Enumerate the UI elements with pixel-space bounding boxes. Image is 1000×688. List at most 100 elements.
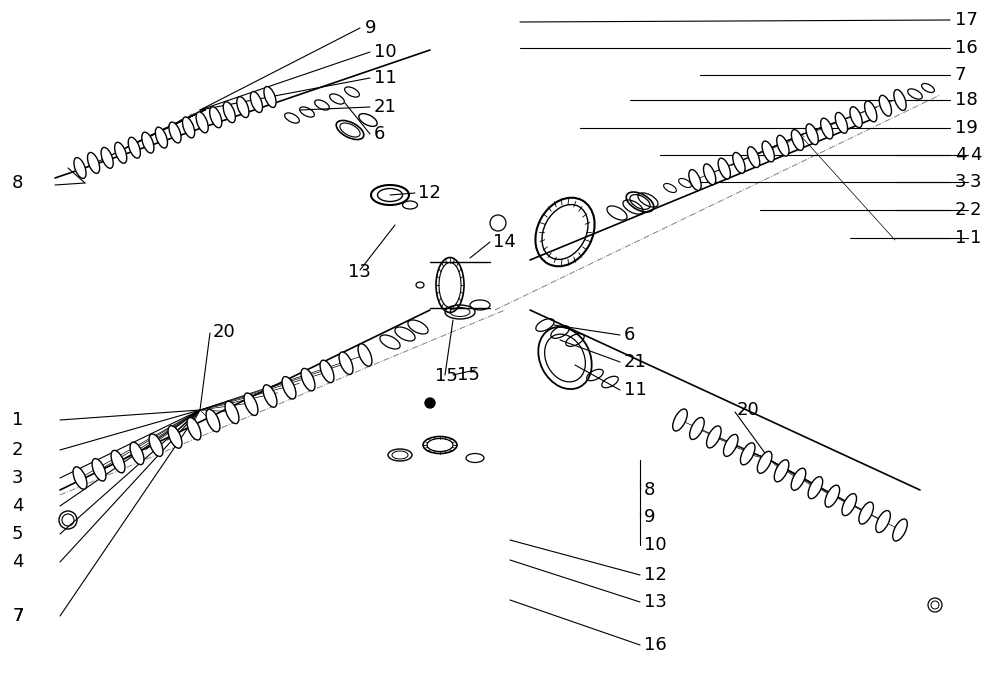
Ellipse shape bbox=[821, 118, 833, 139]
Ellipse shape bbox=[130, 442, 144, 464]
Ellipse shape bbox=[733, 153, 745, 173]
Text: 4: 4 bbox=[12, 553, 24, 571]
Text: 20: 20 bbox=[737, 401, 760, 419]
Ellipse shape bbox=[169, 122, 181, 143]
Text: 6: 6 bbox=[374, 125, 385, 143]
Text: 4: 4 bbox=[970, 146, 982, 164]
Ellipse shape bbox=[850, 107, 862, 127]
Text: 3: 3 bbox=[12, 469, 24, 487]
Ellipse shape bbox=[196, 112, 208, 133]
Text: 9: 9 bbox=[365, 19, 377, 37]
Ellipse shape bbox=[282, 376, 296, 399]
Text: 2: 2 bbox=[12, 441, 24, 459]
Text: 1: 1 bbox=[12, 411, 23, 429]
Ellipse shape bbox=[250, 92, 262, 113]
Text: 18: 18 bbox=[955, 91, 978, 109]
Ellipse shape bbox=[149, 434, 163, 456]
Ellipse shape bbox=[339, 352, 353, 374]
Ellipse shape bbox=[155, 127, 167, 148]
Ellipse shape bbox=[74, 158, 86, 178]
Text: 5: 5 bbox=[12, 525, 24, 543]
Text: 3: 3 bbox=[955, 173, 966, 191]
Ellipse shape bbox=[791, 129, 804, 151]
Ellipse shape bbox=[806, 124, 818, 144]
Ellipse shape bbox=[187, 418, 201, 440]
Text: 1: 1 bbox=[955, 229, 966, 247]
Ellipse shape bbox=[808, 477, 823, 499]
Ellipse shape bbox=[865, 101, 877, 122]
Text: 11: 11 bbox=[374, 69, 397, 87]
Text: 19: 19 bbox=[955, 119, 978, 137]
Text: 16: 16 bbox=[644, 636, 667, 654]
Ellipse shape bbox=[740, 443, 755, 465]
Ellipse shape bbox=[777, 136, 789, 156]
Text: 7: 7 bbox=[12, 607, 24, 625]
Ellipse shape bbox=[264, 87, 276, 107]
Ellipse shape bbox=[718, 158, 730, 179]
Ellipse shape bbox=[88, 153, 100, 173]
Text: 21: 21 bbox=[374, 98, 397, 116]
Text: 14: 14 bbox=[493, 233, 516, 251]
Ellipse shape bbox=[747, 147, 760, 168]
Ellipse shape bbox=[263, 385, 277, 407]
Text: 12: 12 bbox=[644, 566, 667, 584]
Ellipse shape bbox=[223, 102, 235, 122]
Ellipse shape bbox=[237, 97, 249, 118]
Ellipse shape bbox=[358, 344, 372, 366]
Ellipse shape bbox=[183, 117, 195, 138]
Ellipse shape bbox=[690, 418, 704, 440]
Text: 3: 3 bbox=[970, 173, 982, 191]
Ellipse shape bbox=[757, 451, 772, 473]
Text: 15: 15 bbox=[457, 366, 480, 384]
Ellipse shape bbox=[115, 142, 127, 163]
Text: 7: 7 bbox=[955, 66, 966, 84]
Text: 13: 13 bbox=[348, 263, 371, 281]
Ellipse shape bbox=[689, 170, 701, 191]
Ellipse shape bbox=[168, 426, 182, 448]
Text: 17: 17 bbox=[955, 11, 978, 29]
Ellipse shape bbox=[835, 112, 848, 133]
Text: 12: 12 bbox=[418, 184, 441, 202]
Ellipse shape bbox=[707, 426, 721, 448]
Text: 4: 4 bbox=[955, 146, 966, 164]
Ellipse shape bbox=[893, 519, 907, 541]
Text: 8: 8 bbox=[644, 481, 655, 499]
Text: 11: 11 bbox=[624, 381, 647, 399]
Ellipse shape bbox=[142, 132, 154, 153]
Ellipse shape bbox=[111, 451, 125, 473]
Text: 2: 2 bbox=[955, 201, 966, 219]
Text: 10: 10 bbox=[644, 536, 667, 554]
Ellipse shape bbox=[859, 502, 873, 524]
Ellipse shape bbox=[128, 138, 140, 158]
Ellipse shape bbox=[762, 141, 774, 162]
Ellipse shape bbox=[210, 107, 222, 128]
Ellipse shape bbox=[894, 89, 906, 110]
Text: 21: 21 bbox=[624, 353, 647, 371]
Text: 9: 9 bbox=[644, 508, 656, 526]
Text: 7: 7 bbox=[12, 607, 24, 625]
Text: 2: 2 bbox=[970, 201, 982, 219]
Text: 4: 4 bbox=[12, 497, 24, 515]
Ellipse shape bbox=[101, 147, 113, 169]
Ellipse shape bbox=[301, 368, 315, 391]
Text: 1: 1 bbox=[970, 229, 981, 247]
Ellipse shape bbox=[225, 401, 239, 424]
Ellipse shape bbox=[723, 434, 738, 456]
Ellipse shape bbox=[92, 459, 106, 481]
Ellipse shape bbox=[876, 510, 890, 533]
Text: 16: 16 bbox=[955, 39, 978, 57]
Ellipse shape bbox=[244, 393, 258, 416]
Text: 13: 13 bbox=[644, 593, 667, 611]
Ellipse shape bbox=[673, 409, 687, 431]
Ellipse shape bbox=[320, 361, 334, 383]
Ellipse shape bbox=[825, 485, 840, 507]
Ellipse shape bbox=[774, 460, 789, 482]
Ellipse shape bbox=[704, 164, 716, 184]
Ellipse shape bbox=[791, 469, 806, 491]
Circle shape bbox=[425, 398, 435, 408]
Ellipse shape bbox=[206, 409, 220, 432]
Text: 20: 20 bbox=[213, 323, 236, 341]
Ellipse shape bbox=[73, 466, 87, 489]
Ellipse shape bbox=[879, 96, 891, 116]
Text: 6: 6 bbox=[624, 326, 635, 344]
